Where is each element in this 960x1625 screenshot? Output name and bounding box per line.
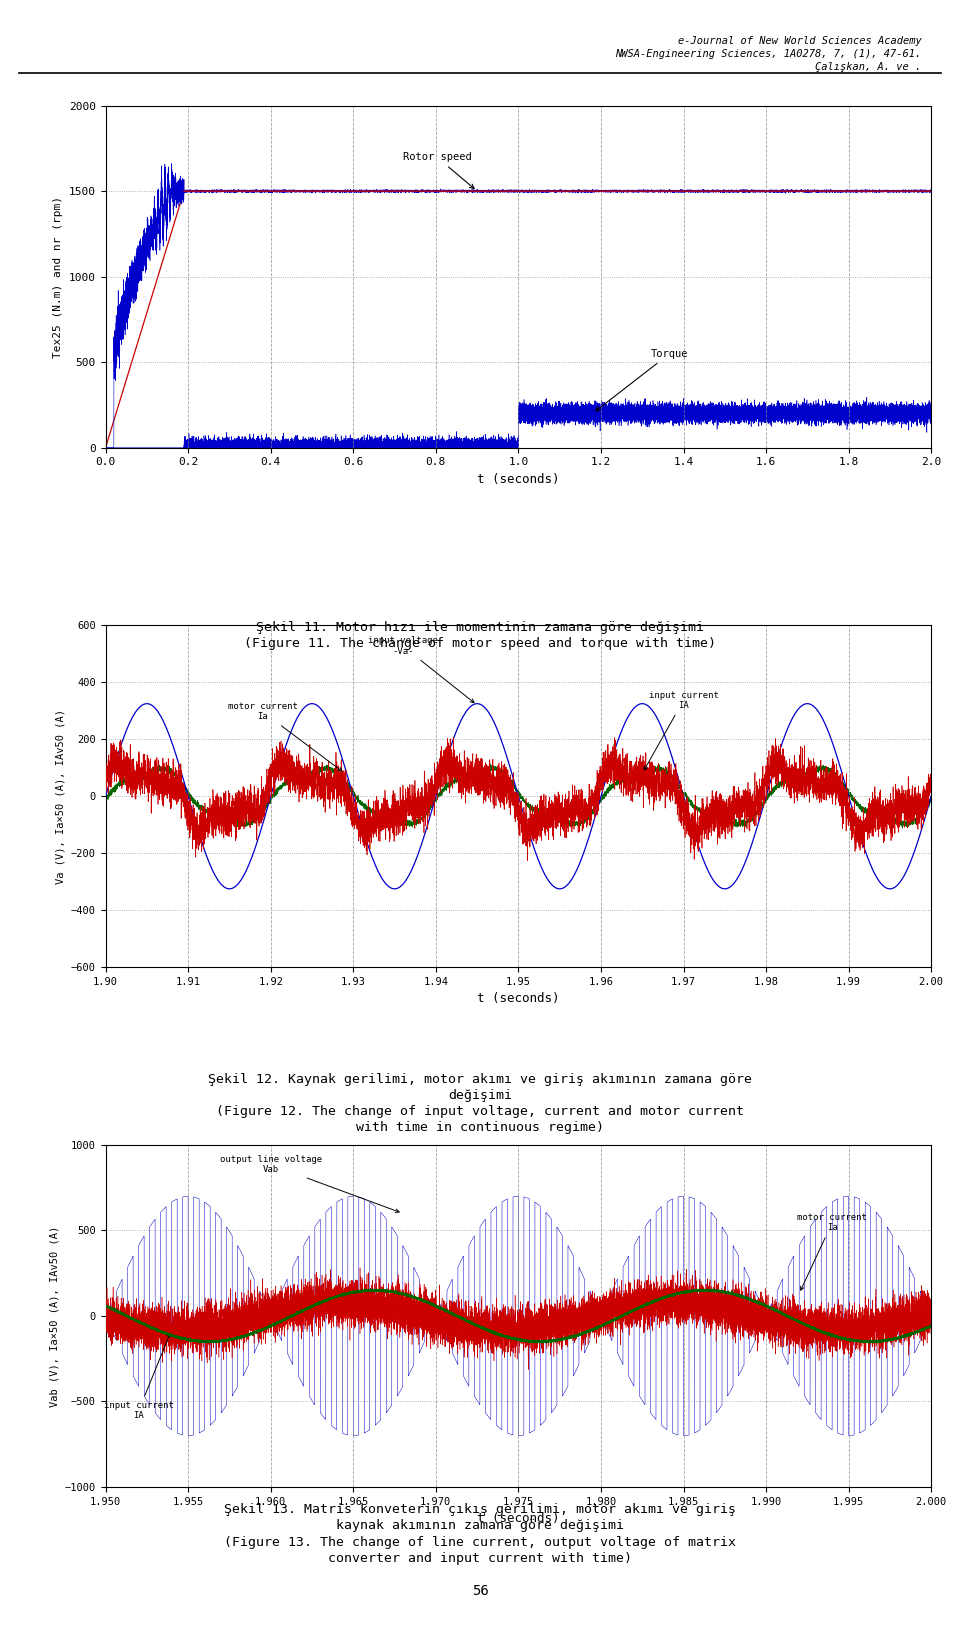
Text: Şekil 11. Motor hızı ile momentinin zamana göre değişimi: Şekil 11. Motor hızı ile momentinin zama… <box>256 621 704 634</box>
Text: kaynak akımının zamana göre değişimi: kaynak akımının zamana göre değişimi <box>336 1519 624 1532</box>
Text: motor current
Ia: motor current Ia <box>797 1212 867 1290</box>
Text: Şekil 13. Matris konveterin çıkış gerilimi, motor akımı ve giriş: Şekil 13. Matris konveterin çıkış gerili… <box>224 1503 736 1516</box>
Y-axis label: Tex25 (N.m) and nr (rpm): Tex25 (N.m) and nr (rpm) <box>54 195 63 358</box>
Text: (Figure 12. The change of input voltage, current and motor current: (Figure 12. The change of input voltage,… <box>216 1105 744 1118</box>
Text: output line voltage
Vab: output line voltage Vab <box>220 1155 399 1212</box>
Y-axis label: Va (V), Ia×50 (A), IAv50 (A): Va (V), Ia×50 (A), IAv50 (A) <box>56 708 65 884</box>
Text: Torque: Torque <box>596 349 688 411</box>
Text: (Figure 13. The change of line current, output voltage of matrix: (Figure 13. The change of line current, … <box>224 1536 736 1549</box>
X-axis label: t (seconds): t (seconds) <box>477 993 560 1006</box>
Text: converter and input current with time): converter and input current with time) <box>328 1552 632 1565</box>
Y-axis label: Vab (V), Ia×50 (A), IAv50 (A): Vab (V), Ia×50 (A), IAv50 (A) <box>49 1225 60 1407</box>
Text: NWSA-Engineering Sciences, 1A0278, 7, (1), 47-61.: NWSA-Engineering Sciences, 1A0278, 7, (1… <box>615 49 922 58</box>
Text: with time in continuous regime): with time in continuous regime) <box>356 1121 604 1134</box>
X-axis label: t (seconds): t (seconds) <box>477 473 560 486</box>
Text: input current
IA: input current IA <box>104 1332 174 1420</box>
Text: input voltage
-Va-: input voltage -Va- <box>368 637 474 702</box>
Text: Rotor speed: Rotor speed <box>403 153 474 188</box>
Text: (Figure 11. The change of motor speed and torque with time): (Figure 11. The change of motor speed an… <box>244 637 716 650</box>
Text: e-Journal of New World Sciences Academy: e-Journal of New World Sciences Academy <box>678 36 922 46</box>
X-axis label: t (seconds): t (seconds) <box>477 1513 560 1526</box>
Text: değişimi: değişimi <box>448 1089 512 1102</box>
Text: input current
IA: input current IA <box>644 691 718 770</box>
Text: 56: 56 <box>471 1584 489 1599</box>
Text: Çalışkan, A. ve .: Çalışkan, A. ve . <box>815 62 922 72</box>
Text: Şekil 12. Kaynak gerilimi, motor akımı ve giriş akımının zamana göre: Şekil 12. Kaynak gerilimi, motor akımı v… <box>208 1072 752 1086</box>
Text: motor current
Ia: motor current Ia <box>228 702 342 772</box>
